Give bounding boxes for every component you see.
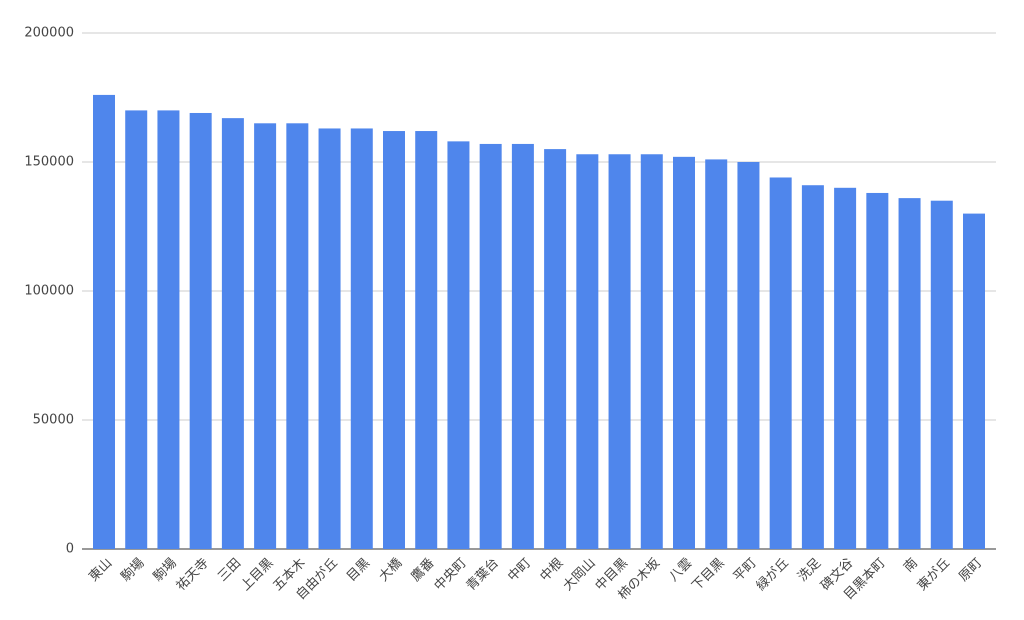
x-tick-label: 東山 — [86, 555, 116, 585]
bar — [125, 110, 148, 550]
bar — [866, 192, 889, 549]
bar — [673, 156, 695, 549]
bar — [769, 177, 792, 550]
bar — [898, 198, 921, 549]
bar — [737, 162, 760, 549]
bar — [930, 200, 953, 549]
bar — [383, 131, 405, 550]
x-tick-label: 上目黒 — [238, 556, 276, 594]
x-tick-label: 中央町 — [432, 556, 470, 594]
x-tick-label: 大橋 — [376, 556, 405, 585]
y-tick-label: 100000 — [24, 284, 74, 299]
bar — [576, 154, 599, 549]
bar — [801, 185, 824, 549]
x-tick-label: 目黒 — [344, 556, 373, 585]
x-tick-label: 祐天寺 — [174, 556, 212, 594]
x-tick-label: 中町 — [505, 556, 534, 585]
x-tick-label: 南 — [900, 555, 921, 576]
bar — [221, 118, 244, 549]
bar — [415, 131, 438, 550]
x-tick-label: 大岡山 — [560, 556, 598, 594]
x-tick-label: 緑が丘 — [754, 556, 792, 594]
y-tick-label: 200000 — [24, 26, 74, 41]
bar — [963, 213, 985, 549]
bar — [705, 159, 728, 550]
y-tick-label: 0 — [66, 542, 74, 557]
y-tick-label: 50000 — [33, 413, 74, 428]
bar — [318, 128, 341, 549]
bar — [511, 143, 534, 549]
bar — [447, 141, 470, 550]
bar — [544, 149, 567, 549]
bar — [286, 123, 309, 550]
x-tick-label: 駒場 — [119, 556, 148, 585]
y-tick-label: 150000 — [24, 155, 74, 170]
bar — [157, 110, 180, 550]
x-tick-label: 青葉台 — [464, 556, 502, 594]
bar — [608, 154, 631, 549]
bar — [254, 123, 277, 550]
x-tick-label: 原町 — [956, 556, 985, 585]
bar — [189, 112, 212, 549]
bar — [640, 154, 663, 549]
bar — [834, 187, 857, 550]
x-tick-label: 下目黒 — [689, 556, 727, 594]
x-tick-label: 東が丘 — [914, 555, 953, 594]
bar — [479, 143, 502, 549]
bar — [93, 94, 115, 550]
bar — [350, 128, 373, 549]
